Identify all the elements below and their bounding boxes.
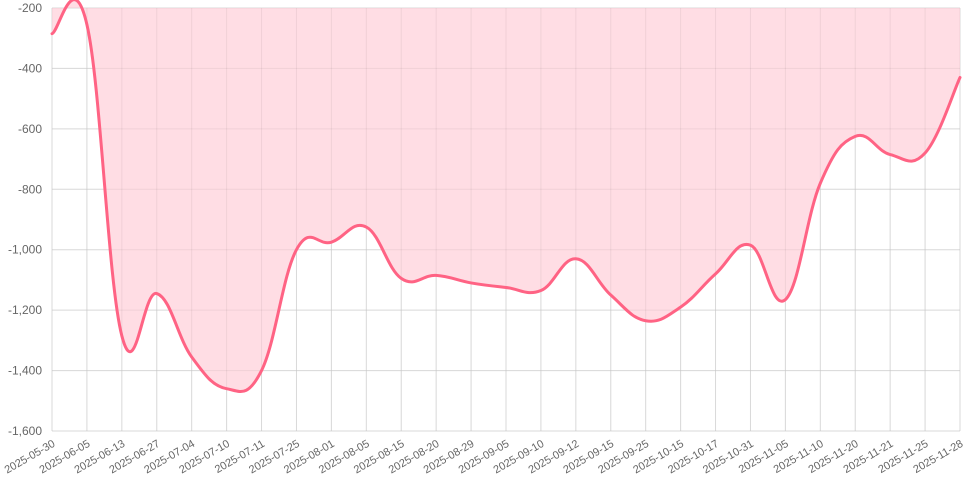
y-tick-label: -1,200 [8, 303, 42, 317]
y-tick-label: -600 [18, 122, 42, 136]
y-tick-label: -800 [18, 182, 42, 196]
y-tick-label: -1,600 [8, 424, 42, 438]
y-tick-label: -1,000 [8, 243, 42, 257]
y-tick-label: -1,400 [8, 364, 42, 378]
series-area-fill [52, 0, 960, 392]
series-line [50, 0, 962, 393]
y-tick-label: -200 [18, 1, 42, 15]
y-tick-label: -400 [18, 61, 42, 75]
